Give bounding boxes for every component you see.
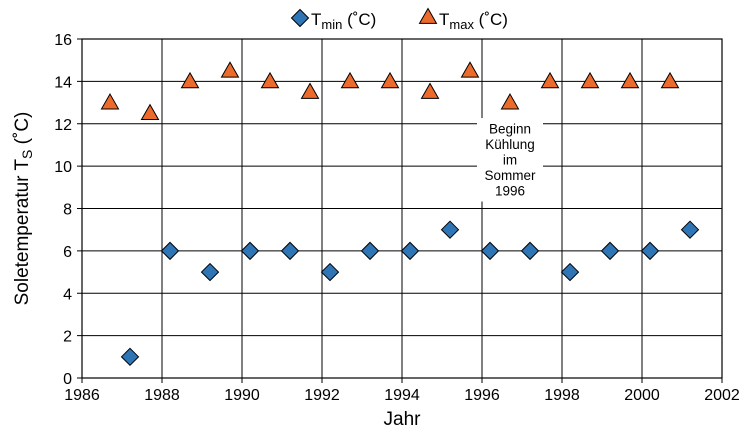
point-tmin xyxy=(160,241,180,261)
x-tick-label: 1988 xyxy=(144,387,180,404)
y-tick-label: 4 xyxy=(63,286,72,303)
y-axis-title-suffix: (˚C) xyxy=(12,112,33,150)
point-tmax xyxy=(300,82,320,99)
point-tmax xyxy=(260,71,280,89)
point-tmin xyxy=(520,241,540,261)
series-tmin xyxy=(120,220,700,367)
point-tmin xyxy=(200,262,220,282)
point-tmin xyxy=(680,220,700,239)
legend-entry-tmin: Tmin (˚C) xyxy=(290,8,376,32)
point-tmax xyxy=(500,93,520,110)
y-tick-label: 8 xyxy=(63,202,72,219)
point-tmax xyxy=(340,71,360,89)
y-axis-title: Soletemperatur TS (˚C) xyxy=(12,112,35,306)
point-tmax xyxy=(460,61,480,78)
legend-marker-diamond xyxy=(290,8,310,28)
x-tick-label: 1998 xyxy=(544,387,580,404)
y-tick-label: 14 xyxy=(54,74,72,91)
point-tmax xyxy=(540,71,560,89)
point-tmax xyxy=(660,71,680,89)
y-tick-label: 12 xyxy=(54,117,72,134)
y-tick-label: 0 xyxy=(63,371,72,388)
point-tmin xyxy=(240,241,260,261)
x-tick-label: 1994 xyxy=(384,387,420,404)
y-tick-label: 10 xyxy=(54,159,72,176)
point-tmin xyxy=(320,262,340,282)
annotation-line: Beginn xyxy=(489,122,531,137)
x-tick-label: 1992 xyxy=(304,387,340,404)
annotation-line: Kühlung xyxy=(485,137,535,152)
point-tmin xyxy=(560,262,580,282)
point-tmin xyxy=(360,241,380,261)
legend-label: Tmin (˚C) xyxy=(311,10,376,32)
point-tmin xyxy=(640,241,660,261)
point-tmin xyxy=(600,241,620,261)
point-tmin xyxy=(280,241,300,261)
y-tick-label: 6 xyxy=(63,244,72,261)
point-tmin xyxy=(120,347,140,367)
point-tmin xyxy=(440,220,460,239)
x-tick-label: 1986 xyxy=(64,387,100,404)
point-tmax xyxy=(140,103,160,121)
y-axis-title-base: Soletemperatur T xyxy=(12,159,33,306)
x-tick-label: 2000 xyxy=(624,387,660,404)
point-tmax xyxy=(620,71,640,89)
series-tmax xyxy=(100,61,680,121)
annotation-line: 1996 xyxy=(495,184,525,199)
point-tmax xyxy=(420,82,440,99)
annotation-box xyxy=(477,118,543,202)
x-tick-label: 2002 xyxy=(704,387,740,404)
y-axis-title-sub: S xyxy=(19,150,35,159)
y-tick-label: 2 xyxy=(63,329,72,346)
point-tmax xyxy=(580,71,600,89)
annotation-line: Sommer xyxy=(484,168,536,183)
y-axis: 0 2 4 6 8 10 12 14 16 xyxy=(54,32,82,388)
x-tick-label: 1996 xyxy=(464,387,500,404)
series-layer xyxy=(100,61,700,367)
legend-marker-triangle xyxy=(418,7,438,24)
point-tmax xyxy=(100,93,120,110)
x-axis-title: Jahr xyxy=(384,409,422,430)
point-tmin xyxy=(400,241,420,261)
annotation-line: im xyxy=(503,153,517,168)
legend-entry-tmax: Tmax (˚C) xyxy=(418,7,508,32)
x-axis: 1986 1988 1990 1992 1994 1996 1998 2000 2002 xyxy=(64,378,740,404)
grid xyxy=(82,39,722,378)
legend-label: Tmax (˚C) xyxy=(439,10,508,32)
x-tick-label: 1990 xyxy=(224,387,260,404)
point-tmin xyxy=(480,241,500,261)
legend: Tmin (˚C) Tmax (˚C) xyxy=(290,7,508,32)
point-tmax xyxy=(180,71,200,89)
point-tmax xyxy=(220,61,240,78)
point-tmax xyxy=(380,71,400,89)
y-tick-label: 16 xyxy=(54,32,72,49)
